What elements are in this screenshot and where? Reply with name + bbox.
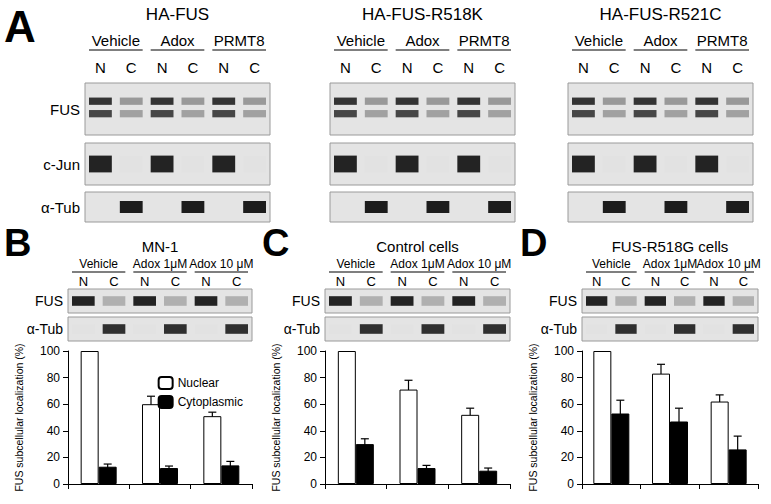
svg-text:A: A	[4, 2, 36, 51]
svg-text:80: 80	[304, 371, 318, 385]
svg-text:C: C	[262, 222, 289, 264]
svg-text:α-Tub: α-Tub	[41, 199, 80, 216]
svg-text:D: D	[520, 222, 547, 264]
svg-text:PRMT8: PRMT8	[697, 32, 748, 49]
svg-text:0: 0	[53, 477, 60, 491]
svg-text:Adox 10 μM: Adox 10 μM	[189, 257, 253, 271]
svg-text:60: 60	[561, 397, 575, 411]
svg-text:C: C	[428, 274, 437, 289]
svg-text:N: N	[592, 274, 601, 289]
svg-text:Adox 10 μM: Adox 10 μM	[697, 257, 761, 271]
svg-text:Adox: Adox	[643, 32, 678, 49]
svg-text:N: N	[79, 274, 88, 289]
svg-text:N: N	[336, 274, 345, 289]
svg-text:α-Tub: α-Tub	[27, 321, 64, 337]
svg-text:60: 60	[304, 397, 318, 411]
svg-text:N: N	[651, 274, 660, 289]
svg-text:N: N	[201, 274, 210, 289]
svg-text:C: C	[371, 59, 382, 76]
svg-text:PRMT8: PRMT8	[214, 32, 265, 49]
svg-text:HA-FUS: HA-FUS	[146, 5, 209, 24]
svg-text:Adox 10 μM: Adox 10 μM	[447, 257, 511, 271]
svg-text:MN-1: MN-1	[142, 238, 179, 255]
svg-text:20: 20	[561, 450, 575, 464]
svg-text:Adox 1μM: Adox 1μM	[390, 257, 444, 271]
svg-text:C: C	[609, 59, 620, 76]
svg-text:α-Tub: α-Tub	[284, 321, 321, 337]
svg-text:FUS: FUS	[292, 293, 320, 309]
svg-text:FUS: FUS	[549, 293, 577, 309]
svg-text:FUS subcellular localization (: FUS subcellular localization (%)	[527, 343, 539, 491]
svg-text:C: C	[490, 274, 499, 289]
svg-text:N: N	[157, 59, 168, 76]
svg-text:Control cells: Control cells	[376, 238, 459, 255]
svg-text:Vehicle: Vehicle	[336, 257, 375, 271]
svg-text:PRMT8: PRMT8	[459, 32, 510, 49]
svg-text:40: 40	[47, 424, 61, 438]
svg-text:Adox: Adox	[160, 32, 195, 49]
svg-text:C: C	[249, 59, 260, 76]
svg-text:N: N	[701, 59, 712, 76]
svg-text:0: 0	[310, 477, 317, 491]
svg-text:FUS-R518G cells: FUS-R518G cells	[612, 238, 729, 255]
svg-text:100: 100	[297, 344, 317, 358]
svg-text:80: 80	[47, 371, 61, 385]
svg-text:N: N	[218, 59, 229, 76]
svg-text:C: C	[732, 59, 743, 76]
svg-text:N: N	[578, 59, 589, 76]
svg-text:C: C	[494, 59, 505, 76]
svg-text:C: C	[739, 274, 748, 289]
svg-text:FUS subcellular localization (: FUS subcellular localization (%)	[13, 343, 25, 491]
svg-text:FUS: FUS	[50, 101, 80, 118]
svg-text:C: C	[621, 274, 630, 289]
svg-text:80: 80	[561, 371, 575, 385]
svg-text:HA-FUS-R521C: HA-FUS-R521C	[600, 5, 722, 24]
svg-text:N: N	[402, 59, 413, 76]
svg-text:C: C	[367, 274, 376, 289]
svg-text:α-Tub: α-Tub	[541, 321, 578, 337]
svg-text:Nuclear: Nuclear	[178, 376, 219, 390]
svg-text:HA-FUS-R518K: HA-FUS-R518K	[362, 5, 484, 24]
svg-text:Cytoplasmic: Cytoplasmic	[178, 395, 243, 409]
svg-text:C: C	[171, 274, 180, 289]
svg-text:20: 20	[47, 450, 61, 464]
svg-text:40: 40	[561, 424, 575, 438]
svg-text:100: 100	[40, 344, 60, 358]
svg-text:Adox 1μM: Adox 1μM	[643, 257, 697, 271]
svg-text:FUS: FUS	[35, 293, 63, 309]
svg-text:Adox: Adox	[405, 32, 440, 49]
svg-text:Adox 1μM: Adox 1μM	[133, 257, 187, 271]
svg-text:C: C	[670, 59, 681, 76]
svg-text:20: 20	[304, 450, 318, 464]
svg-text:B: B	[4, 222, 31, 264]
svg-text:Vehicle: Vehicle	[92, 32, 140, 49]
svg-text:C: C	[432, 59, 443, 76]
svg-text:C: C	[109, 274, 118, 289]
svg-text:0: 0	[567, 477, 574, 491]
svg-text:N: N	[397, 274, 406, 289]
svg-text:C: C	[187, 59, 198, 76]
svg-text:Vehicle: Vehicle	[337, 32, 385, 49]
svg-text:60: 60	[47, 397, 61, 411]
svg-text:40: 40	[304, 424, 318, 438]
svg-text:Vehicle: Vehicle	[79, 257, 118, 271]
svg-text:Vehicle: Vehicle	[575, 32, 623, 49]
svg-text:N: N	[140, 274, 149, 289]
svg-text:C: C	[680, 274, 689, 289]
svg-text:c-Jun: c-Jun	[43, 156, 80, 173]
svg-text:C: C	[126, 59, 137, 76]
svg-text:N: N	[340, 59, 351, 76]
svg-text:N: N	[95, 59, 106, 76]
svg-text:N: N	[709, 274, 718, 289]
svg-text:N: N	[640, 59, 651, 76]
svg-text:Vehicle: Vehicle	[592, 257, 631, 271]
svg-text:N: N	[463, 59, 474, 76]
svg-text:FUS subcellular localization (: FUS subcellular localization (%)	[270, 343, 282, 491]
svg-text:N: N	[459, 274, 468, 289]
svg-text:C: C	[232, 274, 241, 289]
svg-text:100: 100	[554, 344, 574, 358]
